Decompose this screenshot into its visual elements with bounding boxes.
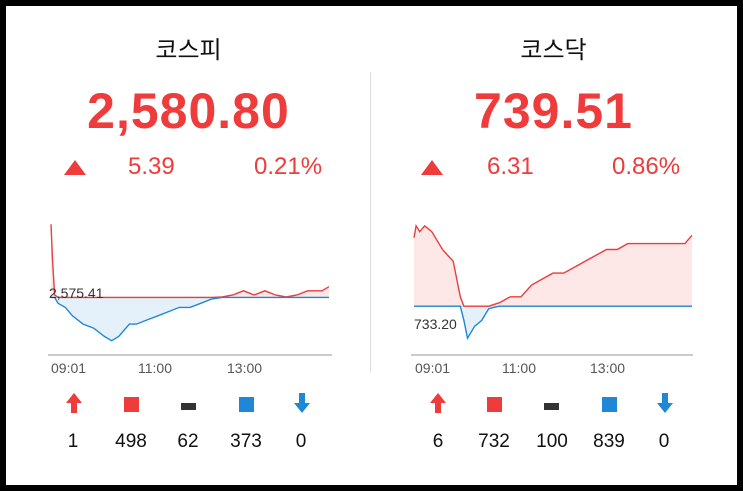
limit-up-count: 6 — [432, 431, 444, 452]
x-tick-label: 13:00 — [227, 360, 262, 376]
intraday-chart[interactable]: 733.20 09:01 11:00 13:00 — [371, 204, 736, 384]
index-title: 코스닥 — [520, 36, 587, 64]
unchanged-count: 62 — [177, 431, 199, 452]
up-price-line — [50, 224, 330, 299]
limit-down-count: 0 — [295, 431, 307, 452]
index-change: 6.31 — [487, 153, 534, 180]
index-change-percent: 0.21% — [254, 153, 323, 180]
limit-up-arrow-icon — [430, 393, 446, 413]
index-title: 코스피 — [155, 36, 222, 64]
kospi-panel[interactable]: 코스피 2,580.80 5.39 0.21% 2,575.41 09:01 1… — [6, 6, 371, 485]
up-triangle-icon — [421, 160, 443, 175]
decline-square-icon — [239, 397, 254, 412]
down-area-fill — [51, 297, 329, 341]
up-triangle-icon — [64, 160, 86, 175]
up-area-fill — [414, 225, 692, 307]
index-change: 5.39 — [128, 153, 175, 180]
market-summary-card: 코스피 2,580.80 5.39 0.21% 2,575.41 09:01 1… — [6, 6, 737, 485]
decline-count: 839 — [593, 431, 625, 452]
limit-down-count: 0 — [658, 431, 670, 452]
unchanged-count: 100 — [536, 431, 568, 452]
x-tick-label: 09:01 — [415, 360, 450, 376]
down-area-fill — [414, 306, 692, 339]
x-tick-label: 11:00 — [502, 360, 536, 376]
baseline-label: 733.20 — [414, 316, 457, 332]
limit-up-count: 1 — [67, 431, 79, 452]
index-price: 739.51 — [474, 83, 633, 139]
x-tick-label: 13:00 — [590, 360, 625, 376]
decline-count: 373 — [230, 431, 262, 452]
limit-down-arrow-icon — [657, 393, 673, 413]
kosdaq-panel[interactable]: 코스닥 739.51 6.31 0.86% 733.20 09:01 11:00… — [371, 6, 736, 485]
limit-down-arrow-icon — [294, 393, 310, 413]
decline-square-icon — [602, 397, 617, 412]
down-price-line — [51, 296, 329, 342]
intraday-chart[interactable]: 2,575.41 09:01 11:00 13:00 — [6, 204, 371, 384]
up-price-line — [413, 223, 693, 307]
baseline-label: 2,575.41 — [49, 285, 104, 301]
unchanged-bar-icon — [544, 403, 559, 410]
down-price-line — [414, 305, 692, 341]
index-price: 2,580.80 — [87, 83, 290, 139]
limit-up-arrow-icon — [66, 393, 82, 413]
advance-count: 498 — [115, 431, 147, 452]
unchanged-bar-icon — [181, 403, 196, 410]
panel-divider — [370, 72, 371, 372]
x-tick-label: 11:00 — [138, 360, 172, 376]
index-change-percent: 0.86% — [612, 153, 681, 180]
advance-count: 732 — [478, 431, 510, 452]
x-tick-label: 09:01 — [51, 360, 86, 376]
advance-square-icon — [124, 397, 139, 412]
advance-square-icon — [487, 397, 502, 412]
